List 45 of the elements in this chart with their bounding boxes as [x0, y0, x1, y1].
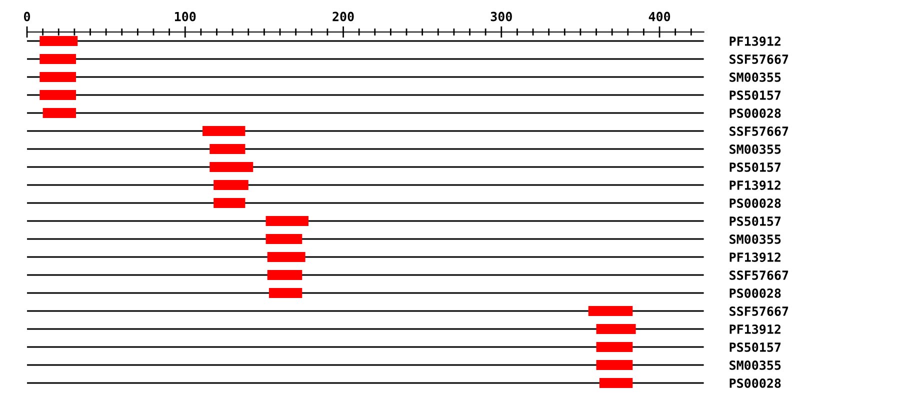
x-tick-label: 300: [490, 12, 512, 22]
y-tick-label: SSF57667: [730, 270, 788, 280]
bar: [40, 72, 76, 82]
y-tick-label: SM00355: [730, 72, 781, 82]
y-tick-label: PF13912: [730, 252, 780, 262]
y-tick-label: PS50157: [730, 162, 781, 172]
bar: [40, 36, 78, 46]
y-tick-label: PS50157: [730, 216, 781, 226]
bar: [596, 360, 633, 370]
bar: [210, 162, 254, 172]
y-tick-label: SSF57667: [730, 306, 788, 316]
y-tick-label: SSF57667: [730, 126, 788, 136]
y-tick-label: PF13912: [730, 180, 780, 190]
bar: [599, 378, 633, 388]
y-tick-label: PS00028: [730, 378, 781, 388]
x-tick-label: 400: [648, 12, 670, 22]
bar: [202, 126, 246, 136]
bar: [267, 270, 302, 280]
bar: [210, 144, 246, 154]
y-tick-label: SM00355: [730, 144, 781, 154]
y-tick-label: SM00355: [730, 360, 781, 370]
y-tick-label: SM00355: [730, 234, 781, 244]
bar: [596, 324, 636, 334]
y-tick-label: SSF57667: [730, 54, 788, 64]
bar: [42, 108, 76, 118]
bar: [267, 252, 306, 262]
y-tick-label: PS00028: [730, 108, 781, 118]
bar: [266, 234, 302, 244]
y-tick-label: PF13912: [730, 36, 780, 46]
x-tick-label: 100: [174, 12, 196, 22]
bar: [588, 306, 633, 316]
bar: [214, 198, 246, 208]
x-tick-label: 200: [332, 12, 354, 22]
bar: [214, 180, 248, 190]
bar: [40, 54, 76, 64]
bar: [596, 342, 633, 352]
bar: [268, 288, 302, 298]
bar: [266, 216, 308, 226]
y-tick-label: PF13912: [730, 324, 780, 334]
y-tick-label: PS50157: [730, 90, 781, 100]
bar: [40, 90, 76, 100]
y-tick-label: PS50157: [730, 342, 781, 352]
y-tick-label: PS00028: [730, 198, 781, 208]
y-tick-label: PS00028: [730, 288, 781, 298]
x-tick-label: 0: [24, 12, 30, 22]
